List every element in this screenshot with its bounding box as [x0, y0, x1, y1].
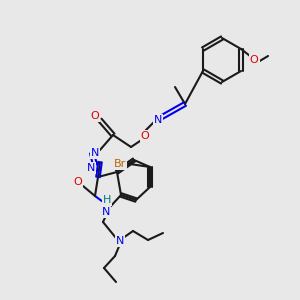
- Text: N: N: [91, 148, 99, 158]
- Text: O: O: [74, 177, 82, 187]
- Text: Br: Br: [114, 159, 126, 169]
- Text: O: O: [141, 131, 149, 141]
- Text: N: N: [102, 207, 110, 217]
- Text: N: N: [154, 115, 162, 125]
- Text: H: H: [103, 195, 111, 205]
- Text: N: N: [116, 236, 124, 246]
- Text: O: O: [250, 55, 258, 65]
- Text: O: O: [91, 111, 99, 121]
- Text: N: N: [87, 163, 95, 173]
